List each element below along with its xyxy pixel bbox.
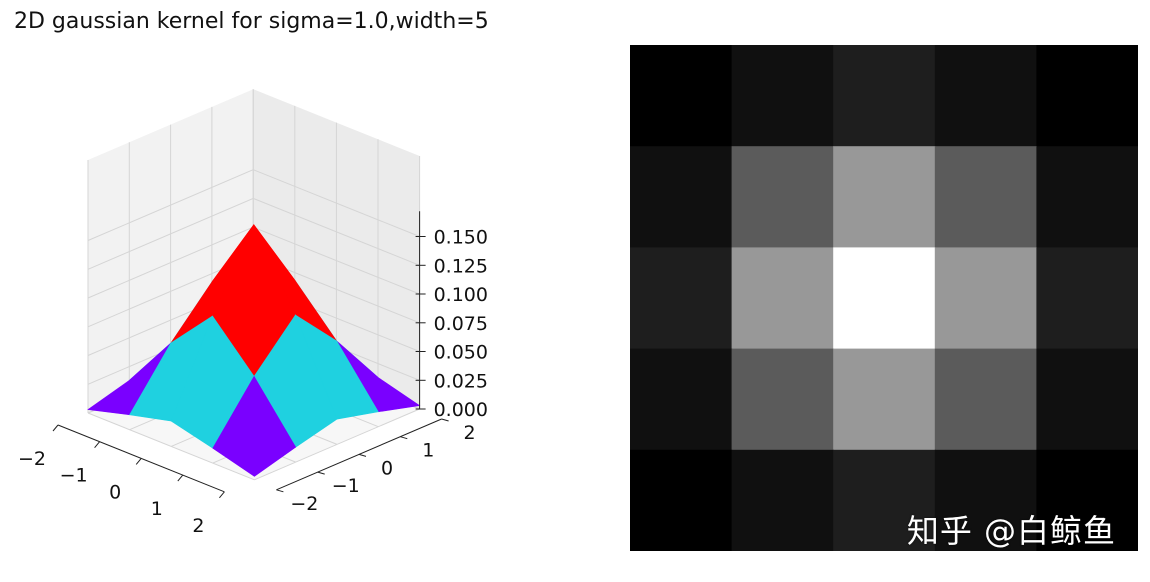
- heatmap-cell: [731, 146, 834, 248]
- x-tick-label: 2: [192, 515, 204, 537]
- heatmap-panel: [630, 45, 1139, 552]
- heatmap-cell: [630, 45, 733, 147]
- surface-face: [212, 375, 297, 477]
- x-tick: [52, 424, 59, 432]
- x-tick-label: −2: [18, 448, 46, 470]
- y-tick-label: 0: [381, 457, 393, 479]
- heatmap-cell: [833, 146, 936, 248]
- heatmap-cell: [731, 247, 834, 350]
- x-tick-label: −1: [60, 465, 88, 487]
- heatmap-cell: [833, 348, 936, 451]
- heatmap-cell: [731, 45, 834, 147]
- z-tick-label: 0.100: [434, 284, 488, 306]
- heatmap-cell: [934, 146, 1037, 248]
- grid-line: [254, 408, 420, 481]
- y-tick: [441, 418, 449, 422]
- heatmap-plot: [630, 45, 1139, 552]
- heatmap-cell: [630, 348, 733, 451]
- grid-line: [87, 197, 420, 270]
- z-tick-label: 0.150: [434, 227, 488, 249]
- heatmap-cell: [833, 247, 936, 350]
- x-tick: [135, 458, 142, 465]
- heatmap-cell: [934, 348, 1037, 451]
- z-tick-label: 0.050: [434, 342, 488, 364]
- y-tick: [317, 471, 325, 475]
- heatmap-cell: [833, 449, 936, 552]
- y-tick-label: −1: [332, 475, 360, 497]
- x-tick: [219, 491, 225, 499]
- x-tick: [177, 474, 184, 482]
- heatmap-cell: [1036, 45, 1139, 147]
- y-tick: [358, 453, 367, 457]
- heatmap-cell: [934, 449, 1037, 552]
- y-tick-label: 2: [464, 422, 476, 444]
- y-tick: [400, 436, 408, 440]
- z-tick-label: 0.000: [434, 399, 488, 421]
- heatmap-cell: [731, 348, 834, 451]
- heatmap-cell: [1036, 348, 1139, 451]
- chart-title: 2D gaussian kernel for sigma=1.0,width=5: [14, 9, 489, 34]
- heatmap-cell: [1036, 449, 1139, 552]
- heatmap-cell: [630, 146, 733, 248]
- watermark-text: 知乎 @白鲸鱼: [906, 512, 1116, 550]
- grid-line: [87, 169, 420, 241]
- heatmap-cell: [934, 247, 1037, 350]
- z-tick-label: 0.025: [434, 370, 488, 392]
- heatmap-cell: [630, 247, 733, 350]
- y-tick-label: 1: [422, 440, 434, 462]
- heatmap-cell: [833, 45, 936, 147]
- x-tick-label: 1: [151, 498, 163, 520]
- surface-plot: −2−1012−2−10120.0000.0250.0500.0750.1000…: [18, 89, 488, 537]
- x-tick: [94, 441, 100, 449]
- heatmap-cell: [630, 449, 733, 552]
- heatmap-cell: [731, 449, 834, 552]
- x-tick-label: 0: [109, 481, 121, 503]
- y-tick-label: −2: [290, 493, 318, 515]
- z-tick-label: 0.075: [434, 313, 488, 335]
- heatmap-cell: [934, 45, 1037, 147]
- y-tick: [276, 489, 284, 493]
- surface-plot-panel: −2 −1 0 1 2 −2 −1 0 1 2 0.000 0.025 0.050 0.075 0.100 0…: [0, 45, 600, 582]
- z-tick-label: 0.125: [434, 255, 488, 277]
- heatmap-cell: [1036, 247, 1139, 350]
- heatmap-cell: [1036, 146, 1139, 248]
